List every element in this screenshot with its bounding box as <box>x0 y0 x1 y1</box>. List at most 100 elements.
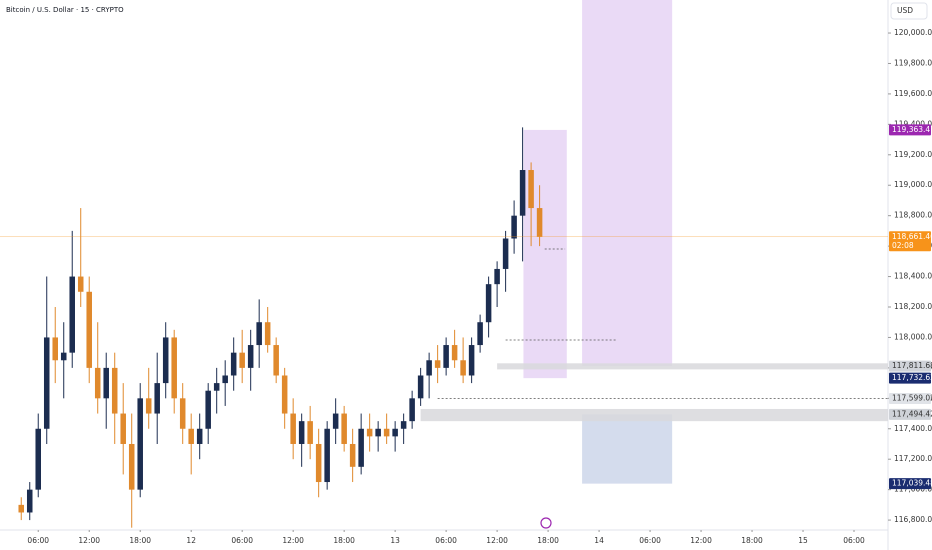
candle-body <box>392 428 398 437</box>
zone <box>582 414 673 484</box>
y-tick-label: 120,000.00 <box>894 28 932 37</box>
x-tick-label: 14 <box>594 536 604 545</box>
candle-body <box>230 352 237 376</box>
y-tick-label: 119,600.00 <box>894 89 932 98</box>
price-tag-label: 117,039.48 <box>892 479 932 488</box>
candle-body <box>188 428 194 444</box>
x-tick-label: 13 <box>390 536 400 545</box>
candle-body <box>145 398 152 414</box>
candle-body <box>502 238 509 269</box>
candle-body <box>443 345 449 368</box>
currency: USD <box>897 6 913 15</box>
y-tick-label: 118,800.00 <box>894 211 932 220</box>
y-tick-label: 118,200.00 <box>894 302 932 311</box>
candle-body <box>35 428 42 490</box>
candle-body <box>298 421 305 444</box>
candle-body <box>511 215 517 239</box>
candle-body <box>18 504 25 513</box>
candle-body <box>256 322 262 346</box>
x-tick-label: 15 <box>798 536 808 545</box>
candle-body <box>477 322 483 346</box>
x-tick-label: 12:00 <box>282 536 304 545</box>
candle-body <box>213 383 220 391</box>
y-tick-label: 117,000.00 <box>894 485 932 494</box>
candle-body <box>451 345 458 361</box>
x-tick-label: 06:00 <box>231 536 253 545</box>
y-tick-label: 118,400.00 <box>894 272 932 281</box>
candle-body <box>239 352 245 368</box>
candle-body <box>120 413 126 444</box>
candle-body <box>528 170 534 209</box>
zone <box>523 129 567 379</box>
x-tick-label: 12:00 <box>78 536 100 545</box>
candle-body <box>171 337 177 399</box>
candle-body <box>375 428 381 437</box>
zone <box>420 408 888 422</box>
candle-body <box>417 375 424 399</box>
candle-body <box>69 276 75 353</box>
candle-body <box>162 337 169 384</box>
candle-body <box>468 345 475 376</box>
price-tag <box>889 372 931 384</box>
candle-body <box>426 360 432 376</box>
zone <box>497 363 888 370</box>
candle-body <box>86 291 92 368</box>
price-tag-label: 118,661.46 <box>892 232 932 241</box>
candle-body <box>307 421 313 444</box>
candle-body <box>400 421 407 429</box>
x-tick-label: 06:00 <box>843 536 865 545</box>
candle-body <box>128 443 135 490</box>
y-tick-label: 119,400.00 <box>894 119 932 128</box>
price-tag <box>889 231 931 252</box>
y-tick-label: 119,200.00 <box>894 150 932 159</box>
candle-body <box>154 383 160 414</box>
candle-body <box>409 398 415 422</box>
candle-body <box>324 428 330 483</box>
x-tick-label: 12:00 <box>486 536 508 545</box>
zone <box>582 0 673 367</box>
candle-body <box>222 375 228 384</box>
candle-body <box>358 428 364 467</box>
candle-body <box>43 337 50 429</box>
candle-body <box>315 443 322 483</box>
price-tag-label: 119,363.41 <box>892 125 932 134</box>
candle-body <box>460 360 466 376</box>
candle-body <box>137 398 143 490</box>
candle-body <box>281 375 288 414</box>
y-tick-label: 116,800.00 <box>894 515 932 524</box>
x-tick-label: 06:00 <box>27 536 49 545</box>
price-tag <box>889 124 931 136</box>
price-tag-label: 117,599.02 <box>892 393 932 402</box>
candle-body <box>434 360 441 368</box>
candle-body <box>247 345 254 368</box>
x-tick-label: 18:00 <box>537 536 559 545</box>
x-tick-label: 12:00 <box>690 536 712 545</box>
price-tag-label: 117,732.62 <box>892 373 932 382</box>
currency-box[interactable] <box>890 2 928 20</box>
candle-body <box>273 345 279 376</box>
candle-body <box>103 367 109 399</box>
y-tick-label: 119,000.00 <box>894 180 932 189</box>
price-tag <box>889 478 931 490</box>
candle-body <box>366 428 373 437</box>
y-tick-label: 117,200.00 <box>894 454 932 463</box>
replay-icon[interactable] <box>540 517 552 529</box>
y-tick-label: 118,000.00 <box>894 332 932 341</box>
candle-body <box>205 390 211 429</box>
x-tick-label: 18:00 <box>333 536 355 545</box>
price-tag <box>889 392 931 404</box>
candle-body <box>349 443 356 467</box>
countdown: 02:08 <box>892 241 914 250</box>
price-tag <box>889 408 931 420</box>
candle-body <box>332 413 339 429</box>
x-tick-label: 12 <box>186 536 196 545</box>
candle-body <box>111 367 118 414</box>
candle-body <box>52 337 58 361</box>
candle-body <box>494 268 500 285</box>
candle-body <box>60 352 67 361</box>
candle-body <box>26 489 33 513</box>
candle-body <box>179 398 186 429</box>
chart-title: Bitcoin / U.S. Dollar · 15 · CRYPTO <box>6 6 124 14</box>
